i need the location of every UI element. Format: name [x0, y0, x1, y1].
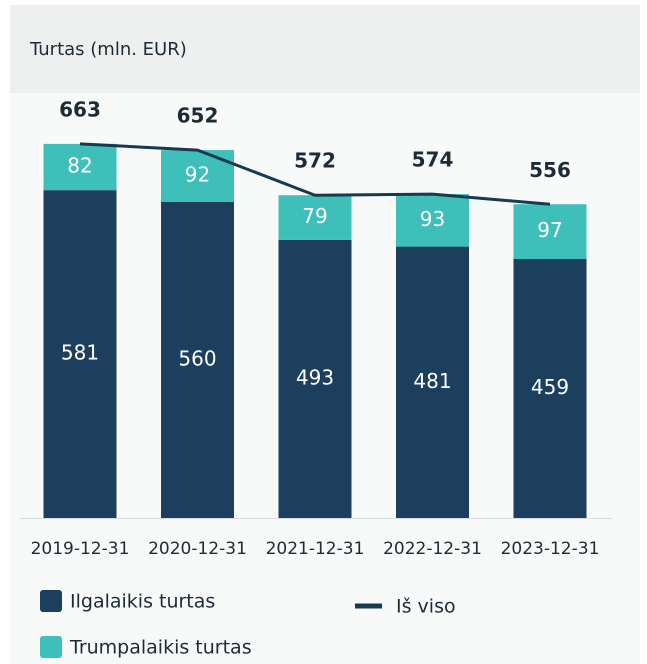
x-tick-label: 2019-12-31	[31, 539, 130, 559]
total-label: 663	[59, 97, 101, 121]
total-line	[79, 142, 551, 206]
x-tick-label: 2020-12-31	[148, 539, 247, 559]
value-label: 92	[185, 163, 210, 187]
value-label: 93	[420, 207, 445, 231]
bar-segment	[161, 202, 234, 518]
legend-swatch	[40, 636, 62, 658]
value-label: 481	[413, 369, 451, 393]
value-label: 493	[296, 365, 334, 389]
total-label: 574	[412, 148, 454, 172]
x-tick-label: 2023-12-31	[501, 539, 600, 559]
legend-label: Trumpalaikis turtas	[69, 637, 252, 659]
bar-segment	[396, 246, 469, 519]
value-label: 459	[531, 375, 569, 399]
value-label: 82	[67, 154, 92, 178]
legend-swatch	[40, 590, 62, 612]
total-label: 556	[529, 158, 571, 182]
total-label: 652	[177, 104, 219, 128]
bar-segment	[43, 143, 117, 191]
x-tick-label: 2022-12-31	[383, 539, 482, 559]
bar-segment	[396, 194, 469, 247]
legend-label: Ilgalaikis turtas	[70, 591, 215, 613]
x-tick-label: 2021-12-31	[266, 539, 365, 559]
bar-segment	[513, 258, 587, 518]
value-label: 581	[61, 341, 99, 365]
total-label: 572	[294, 149, 336, 173]
bar-segment	[513, 204, 587, 259]
value-label: 560	[178, 347, 216, 371]
value-label: 79	[302, 204, 327, 228]
header-band	[10, 5, 640, 93]
bar-segment	[43, 190, 117, 518]
bar-segment	[278, 239, 352, 519]
value-label: 97	[537, 218, 562, 242]
chart-title: Turtas (mln. EUR)	[29, 39, 187, 60]
legend-label: Iš viso	[396, 596, 456, 618]
bar-segment	[278, 195, 352, 240]
